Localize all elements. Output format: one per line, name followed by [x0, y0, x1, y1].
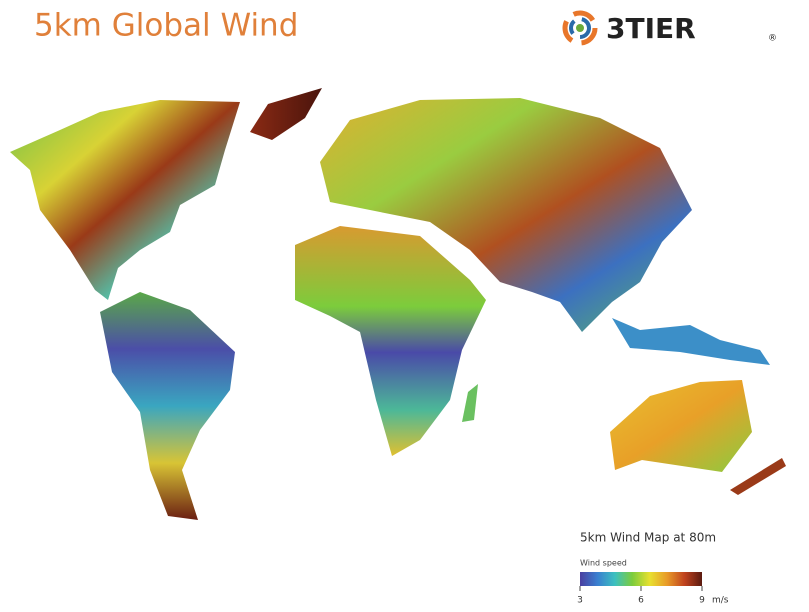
- australia: [610, 380, 752, 472]
- world-map: [10, 88, 786, 520]
- logo-mark: ®: [768, 34, 777, 44]
- greenland: [250, 88, 322, 140]
- indonesia: [612, 318, 770, 365]
- colorbar-tick-label: 6: [638, 596, 644, 606]
- legend-title: 5km Wind Map at 80m: [580, 531, 716, 545]
- legend-label: Wind speed: [580, 559, 627, 568]
- title: 5km Global Wind: [34, 8, 298, 44]
- colorbar-tick-label: 3: [577, 596, 583, 606]
- colorbar-tick-label: 9: [699, 596, 705, 606]
- logo: 3TIER ®: [562, 10, 777, 46]
- legend: 5km Wind Map at 80m Wind speed 3 6 9 m/s: [577, 531, 729, 606]
- colorbar: [580, 572, 702, 586]
- south-america: [100, 292, 235, 520]
- north-america: [10, 100, 240, 300]
- new-zealand: [730, 458, 786, 495]
- eurasia: [320, 98, 692, 332]
- logo-text: 3TIER: [606, 12, 696, 45]
- colorbar-unit: m/s: [712, 596, 729, 606]
- madagascar: [462, 384, 478, 422]
- africa: [295, 226, 486, 456]
